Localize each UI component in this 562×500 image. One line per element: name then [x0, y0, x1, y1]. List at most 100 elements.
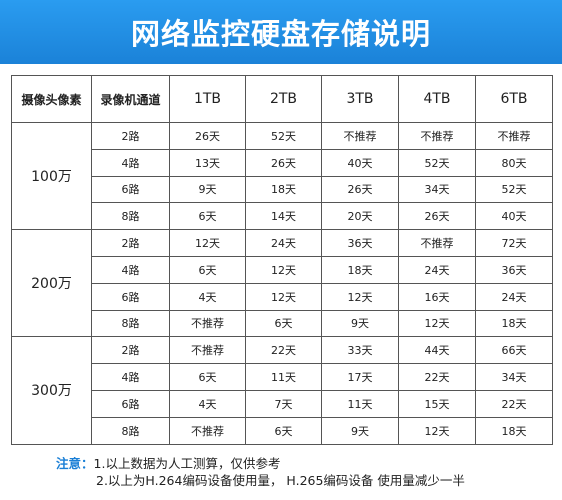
days-cell: 26天 — [245, 148, 322, 177]
header-4tb: 4TB — [398, 75, 476, 123]
days-cell: 12天 — [169, 229, 246, 257]
days-cell: 36天 — [475, 255, 553, 284]
days-cell: 不推荐 — [398, 229, 476, 257]
days-cell: 16天 — [398, 282, 476, 311]
note-text-1: 1.以上数据为人工测算，仅供参考 — [93, 456, 281, 471]
days-cell: 不推荐 — [169, 336, 246, 365]
days-cell: 26天 — [398, 202, 476, 231]
channel-cell: 4路 — [91, 148, 170, 177]
storage-table-container: 摄像头像素 录像机通道 1TB 2TB 3TB 4TB 6TB 100万 2路 26… — [11, 75, 553, 445]
days-cell: 18天 — [475, 416, 553, 445]
days-cell: 7天 — [245, 389, 322, 418]
page-title: 网络监控硬盘存储说明 — [130, 17, 431, 51]
table-row: 4路 13天 26天 40天 52天 80天 — [12, 148, 553, 177]
storage-table: 摄像头像素 录像机通道 1TB 2TB 3TB 4TB 6TB 100万 2路 26… — [11, 75, 553, 445]
channel-cell: 6路 — [91, 389, 170, 418]
days-cell: 52天 — [398, 148, 476, 177]
days-cell: 12天 — [245, 255, 322, 284]
days-cell: 9天 — [321, 309, 399, 338]
table-row: 100万 2路 26天 52天 不推荐 不推荐 不推荐 — [11, 121, 553, 231]
note-line-2: 2.以上为H.264编码设备使用量， H.265编码设备 使用量减少一半 — [56, 472, 465, 489]
header-6tb: 6TB — [475, 75, 553, 123]
days-cell: 18天 — [321, 255, 399, 284]
note-text-2: 2.以上为H.264编码设备使用量， H.265编码设备 使用量减少一半 — [96, 473, 465, 488]
days-cell: 40天 — [475, 202, 553, 231]
table-row: 8路 不推荐 6天 9天 12天 18天 — [12, 309, 553, 338]
days-cell: 6天 — [169, 202, 246, 231]
days-cell: 9天 — [321, 416, 399, 445]
days-cell: 26天 — [169, 122, 246, 150]
days-cell: 22天 — [245, 336, 322, 365]
days-cell: 24天 — [475, 282, 553, 311]
days-cell: 40天 — [321, 148, 399, 177]
days-cell: 24天 — [398, 255, 476, 284]
days-cell: 18天 — [245, 175, 322, 204]
days-cell: 22天 — [398, 363, 476, 391]
days-cell: 18天 — [475, 309, 553, 338]
table-row: 8路 不推荐 6天 9天 12天 18天 — [12, 416, 553, 445]
days-cell: 4天 — [169, 282, 246, 311]
header-1tb: 1TB — [169, 75, 246, 123]
header-channels: 录像机通道 — [91, 75, 170, 123]
note-label: 注意： — [56, 456, 94, 471]
channel-cell: 6路 — [91, 175, 170, 204]
channel-cell: 2路 — [91, 122, 170, 150]
days-cell: 26天 — [321, 175, 399, 204]
days-cell: 9天 — [169, 175, 246, 204]
days-cell: 36天 — [321, 229, 399, 257]
days-cell: 34天 — [398, 175, 476, 204]
channel-cell: 8路 — [91, 416, 170, 445]
header-2tb: 2TB — [245, 75, 322, 123]
days-cell: 66天 — [475, 336, 553, 365]
table-row: 200万 2路 12天 24天 36天 不推荐 72天 — [11, 229, 553, 338]
days-cell: 不推荐 — [475, 122, 553, 150]
header-row: 摄像头像素 录像机通道 1TB 2TB 3TB 4TB 6TB — [11, 75, 553, 123]
days-cell: 80天 — [475, 148, 553, 177]
days-cell: 不推荐 — [321, 122, 399, 150]
days-cell: 12天 — [321, 282, 399, 311]
channel-cell: 8路 — [91, 309, 170, 338]
channel-cell: 4路 — [91, 363, 170, 391]
table-row: 4路 6天 11天 17天 22天 34天 — [12, 363, 553, 391]
resolution-cell: 200万 — [11, 229, 92, 338]
days-cell: 4天 — [169, 389, 246, 418]
note-section: 注意：1.以上数据为人工测算，仅供参考 2.以上为H.264编码设备使用量， H… — [56, 455, 465, 489]
table-row: 8路 6天 14天 20天 26天 40天 — [12, 202, 553, 231]
days-cell: 6天 — [169, 363, 246, 391]
channel-cell: 8路 — [91, 202, 170, 231]
days-cell: 22天 — [475, 389, 553, 418]
days-cell: 24天 — [245, 229, 322, 257]
table-row: 6路 4天 12天 12天 16天 24天 — [12, 282, 553, 311]
days-cell: 44天 — [398, 336, 476, 365]
days-cell: 不推荐 — [169, 309, 246, 338]
days-cell: 6天 — [245, 416, 322, 445]
days-cell: 13天 — [169, 148, 246, 177]
table-body: 100万 2路 26天 52天 不推荐 不推荐 不推荐 4路 13天 26天 40天 52天 80天 6路… — [11, 121, 553, 445]
days-cell: 52天 — [245, 122, 322, 150]
header-resolution: 摄像头像素 — [11, 75, 92, 123]
days-cell: 11天 — [321, 389, 399, 418]
days-cell: 52天 — [475, 175, 553, 204]
days-cell: 不推荐 — [398, 122, 476, 150]
days-cell: 14天 — [245, 202, 322, 231]
days-cell: 34天 — [475, 363, 553, 391]
resolution-cell: 100万 — [11, 121, 92, 231]
days-cell: 6天 — [169, 255, 246, 284]
days-cell: 12天 — [398, 416, 476, 445]
table-row: 6路 9天 18天 26天 34天 52天 — [12, 175, 553, 204]
days-cell: 72天 — [475, 229, 553, 257]
days-cell: 11天 — [245, 363, 322, 391]
table-row: 4路 6天 12天 18天 24天 36天 — [12, 255, 553, 284]
days-cell: 20天 — [321, 202, 399, 231]
note-line-1: 注意：1.以上数据为人工测算，仅供参考 — [56, 455, 465, 472]
days-cell: 12天 — [245, 282, 322, 311]
days-cell: 17天 — [321, 363, 399, 391]
days-cell: 不推荐 — [169, 416, 246, 445]
resolution-cell: 300万 — [11, 336, 92, 445]
table-row: 300万 2路 不推荐 22天 33天 44天 66天 — [11, 336, 553, 445]
days-cell: 6天 — [245, 309, 322, 338]
table-row: 6路 4天 7天 11天 15天 22天 — [12, 389, 553, 418]
header-3tb: 3TB — [321, 75, 399, 123]
days-cell: 15天 — [398, 389, 476, 418]
channel-cell: 4路 — [91, 255, 170, 284]
